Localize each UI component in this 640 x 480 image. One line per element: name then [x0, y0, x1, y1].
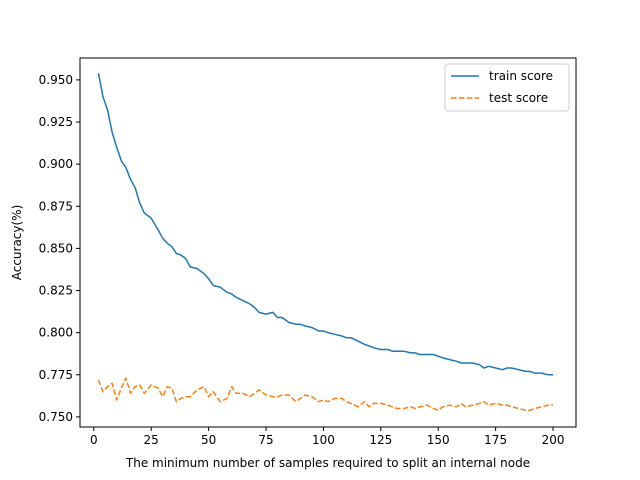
- x-tick-label: 150: [427, 433, 450, 447]
- legend-label-0: train score: [489, 69, 553, 83]
- x-axis-label: The minimum number of samples required t…: [125, 456, 530, 470]
- x-tick-label: 175: [484, 433, 507, 447]
- x-axis: 0 25 50 75 100 125 150 175 200: [90, 427, 565, 447]
- legend-label-1: test score: [489, 91, 548, 105]
- y-tick-label: 0.850: [39, 241, 73, 255]
- x-tick-label: 50: [201, 433, 216, 447]
- y-axis-label: Accuracy(%): [10, 205, 24, 281]
- x-tick-label: 75: [258, 433, 273, 447]
- y-tick-label: 0.925: [39, 115, 73, 129]
- series-line-1: [97, 377, 553, 411]
- x-tick-label: 200: [542, 433, 565, 447]
- y-tick-label: 0.800: [39, 326, 73, 340]
- y-tick-label: 0.825: [39, 284, 73, 298]
- y-tick-label: 0.750: [39, 410, 73, 424]
- plot-lines: [97, 73, 553, 411]
- x-tick-label: 100: [312, 433, 335, 447]
- x-tick-label: 0: [90, 433, 98, 447]
- plot-frame: [79, 57, 577, 428]
- y-tick-label: 0.950: [39, 73, 73, 87]
- y-tick-label: 0.900: [39, 157, 73, 171]
- series-line-0: [97, 73, 553, 376]
- legend: train score test score: [444, 63, 570, 112]
- x-tick-label: 125: [369, 433, 392, 447]
- x-tick-label: 25: [144, 433, 159, 447]
- y-tick-label: 0.875: [39, 199, 73, 213]
- y-axis: 0.750 0.775 0.800 0.825 0.850 0.875 0.900 0.925…: [39, 73, 80, 424]
- y-tick-label: 0.775: [39, 368, 73, 382]
